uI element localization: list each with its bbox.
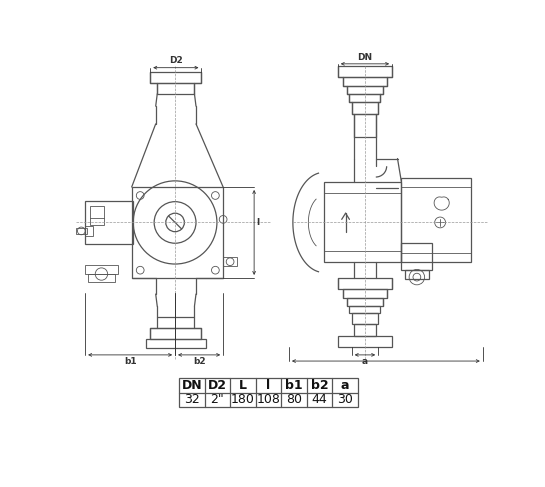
Bar [343, 77, 386, 86]
Text: b2: b2 [311, 379, 329, 392]
Bar [158, 83, 195, 94]
Text: D2: D2 [208, 379, 227, 392]
Bar [352, 102, 378, 114]
Bar [85, 265, 118, 274]
Text: a: a [341, 379, 349, 392]
Bar [85, 226, 93, 236]
Bar [88, 274, 114, 282]
Bar [179, 378, 358, 407]
Bar [347, 298, 383, 306]
Bar [405, 270, 428, 280]
Bar [150, 328, 202, 339]
Bar [223, 257, 237, 266]
Bar [343, 289, 386, 298]
Bar [338, 337, 392, 347]
Bar [401, 243, 432, 270]
Bar [349, 94, 380, 102]
Text: l: l [257, 218, 259, 227]
Bar [146, 339, 206, 348]
Bar [338, 278, 392, 289]
Text: b1: b1 [124, 357, 136, 366]
Text: 32: 32 [184, 393, 199, 407]
Bar [85, 201, 133, 244]
Text: 44: 44 [312, 393, 328, 407]
Bar [338, 66, 392, 77]
Bar [354, 324, 376, 337]
Bar [347, 86, 383, 94]
Text: L: L [239, 379, 247, 392]
Bar [349, 306, 380, 313]
Text: 108: 108 [257, 393, 280, 407]
Text: b1: b1 [285, 379, 303, 392]
Text: D2: D2 [169, 56, 183, 65]
Text: 180: 180 [231, 393, 255, 407]
Text: l: l [267, 379, 270, 392]
Text: 30: 30 [337, 393, 353, 407]
Bar [354, 114, 376, 137]
Bar [352, 313, 378, 324]
Bar [132, 187, 223, 278]
Text: b2: b2 [193, 357, 205, 366]
Bar [150, 72, 202, 83]
Text: DN: DN [181, 379, 202, 392]
Text: DN: DN [358, 53, 373, 62]
Text: a: a [362, 357, 368, 366]
Bar [90, 206, 104, 225]
Text: 80: 80 [286, 393, 302, 407]
Text: 2": 2" [210, 393, 224, 407]
Bar [401, 178, 471, 262]
Bar [76, 228, 87, 234]
Bar [158, 317, 195, 328]
Bar [324, 182, 401, 262]
